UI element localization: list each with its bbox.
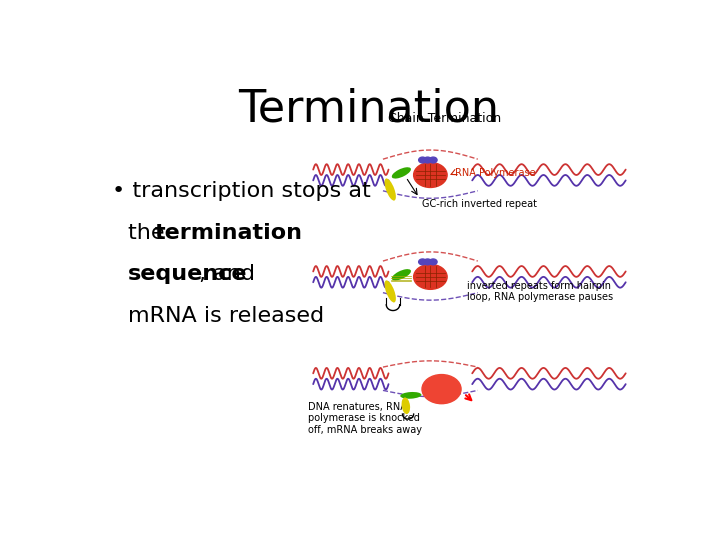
Text: termination: termination	[155, 223, 302, 243]
Ellipse shape	[402, 397, 410, 414]
Text: DNA renatures, RNA
polymerase is knocked
off, mRNA breaks away: DNA renatures, RNA polymerase is knocked…	[307, 402, 422, 435]
Ellipse shape	[384, 178, 396, 201]
Text: sequence: sequence	[128, 265, 248, 285]
Text: the: the	[128, 223, 171, 243]
Circle shape	[429, 259, 437, 265]
Text: RNA Polymerase: RNA Polymerase	[456, 168, 536, 178]
Circle shape	[418, 157, 426, 163]
Circle shape	[423, 259, 431, 265]
Circle shape	[413, 163, 447, 187]
Text: Chain Termination: Chain Termination	[388, 112, 501, 125]
Text: mRNA is released: mRNA is released	[128, 306, 324, 326]
Circle shape	[423, 157, 431, 163]
Ellipse shape	[392, 167, 411, 179]
Text: , and: , and	[199, 265, 255, 285]
Text: GC-rich inverted repeat: GC-rich inverted repeat	[422, 199, 537, 209]
Circle shape	[413, 265, 447, 289]
Ellipse shape	[400, 392, 421, 399]
Text: inverted repeats form hairpin
loop, RNA polymerase pauses: inverted repeats form hairpin loop, RNA …	[467, 281, 613, 302]
Circle shape	[429, 157, 437, 163]
Circle shape	[418, 259, 426, 265]
Text: • transcription stops at: • transcription stops at	[112, 181, 371, 201]
Ellipse shape	[392, 269, 411, 280]
Text: Termination: Termination	[238, 87, 500, 131]
Circle shape	[422, 375, 461, 404]
Ellipse shape	[384, 280, 396, 302]
